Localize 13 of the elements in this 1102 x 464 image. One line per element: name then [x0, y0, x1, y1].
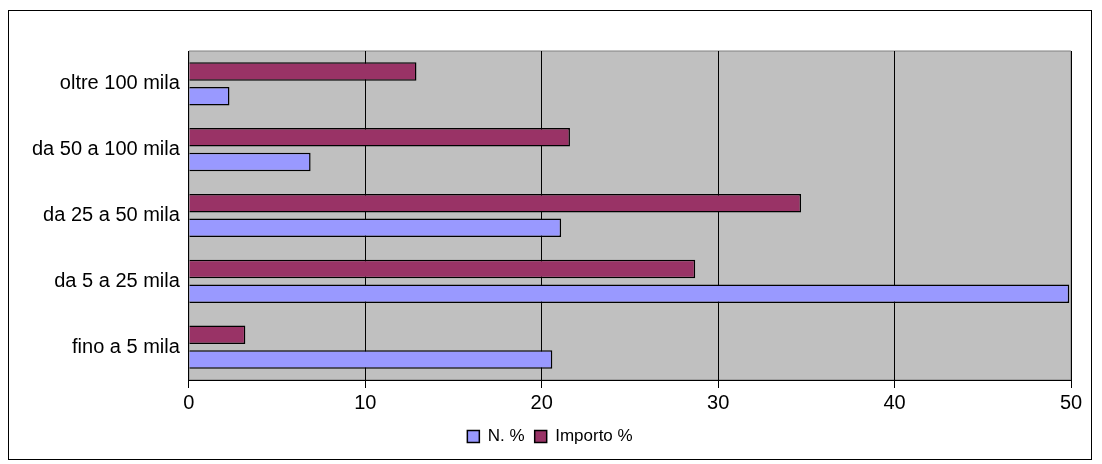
y-tick-label: fino a 5 mila — [72, 334, 181, 357]
x-tick-label: 40 — [883, 390, 906, 413]
x-tick-label: 10 — [354, 390, 377, 413]
y-tick-label: da 25 a 50 mila — [43, 203, 181, 226]
y-tick-label: da 50 a 100 mila — [31, 137, 181, 160]
legend-label: Importo % — [555, 426, 633, 446]
y-tick-label: oltre 100 mila — [59, 71, 181, 94]
x-tick-label: 50 — [1059, 390, 1083, 413]
x-tick-label: 20 — [530, 390, 553, 413]
x-tick-label: 30 — [707, 390, 730, 413]
y-tick-label: da 5 a 25 mila — [54, 268, 181, 291]
legend-label: N. % — [487, 426, 525, 446]
x-tick-label: 0 — [183, 390, 195, 413]
